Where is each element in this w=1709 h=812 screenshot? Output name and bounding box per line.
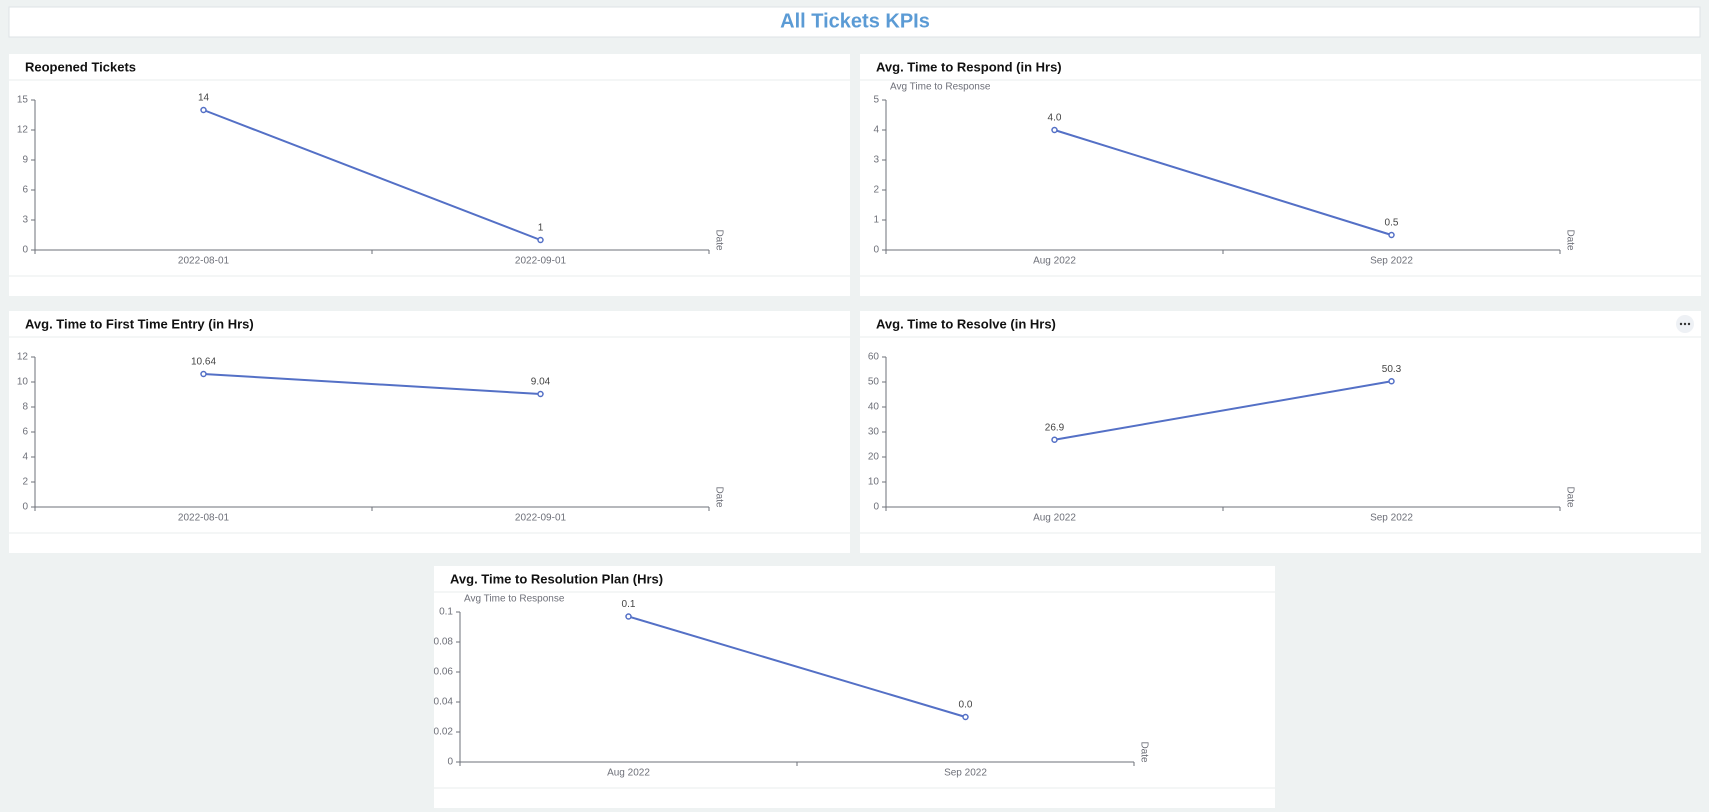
- point: [200, 370, 207, 378]
- card-title: Avg. Time to Respond (in Hrs): [876, 59, 1062, 74]
- more-dot: [1683, 322, 1687, 326]
- point: [1051, 126, 1058, 134]
- y-tick-label: 6: [22, 185, 28, 196]
- y-tick-label: 0: [22, 502, 28, 513]
- y-tick-label: 1: [873, 215, 879, 226]
- more-dot: [1679, 322, 1683, 326]
- y-axis-name: Avg Time to Response: [890, 82, 991, 93]
- x-tick-label: Sep 2022: [1370, 513, 1413, 524]
- y-tick-label: 0: [447, 757, 453, 768]
- x-tick-label: Aug 2022: [1033, 256, 1076, 267]
- data-label: 0.0: [959, 700, 973, 711]
- y-tick-label: 15: [17, 95, 29, 106]
- card: [9, 311, 850, 553]
- data-label: 0.5: [1385, 218, 1399, 229]
- y-tick-label: 12: [17, 352, 29, 363]
- data-label: 10.64: [191, 357, 216, 368]
- x-tick-label: Aug 2022: [1033, 513, 1076, 524]
- y-tick-label: 0.08: [434, 637, 454, 648]
- y-tick-label: 2: [873, 185, 879, 196]
- y-tick-label: 5: [873, 95, 879, 106]
- y-tick-label: 0.06: [434, 667, 454, 678]
- line: [628, 615, 966, 718]
- card: [9, 54, 850, 296]
- card: [860, 54, 1701, 296]
- y-tick-label: 9: [22, 155, 28, 166]
- x-tick-label: 2022-09-01: [515, 256, 567, 267]
- card-title: Reopened Tickets: [25, 59, 136, 74]
- y-tick-label: 50: [868, 377, 880, 388]
- card: [434, 566, 1275, 808]
- y-tick-label: 0: [873, 502, 879, 513]
- x-axis-name: Date: [713, 229, 724, 251]
- y-tick-label: 8: [22, 402, 28, 413]
- point: [962, 713, 969, 721]
- line: [203, 373, 541, 395]
- y-tick-label: 30: [868, 427, 880, 438]
- point: [625, 613, 632, 620]
- y-tick-label: 2: [22, 477, 28, 488]
- y-tick-label: 3: [22, 215, 28, 226]
- y-tick-label: 0: [873, 245, 879, 256]
- y-tick-label: 12: [17, 125, 29, 136]
- x-tick-label: Sep 2022: [1370, 256, 1413, 267]
- point: [537, 390, 544, 398]
- y-tick-label: 4: [22, 452, 28, 463]
- x-tick-label: 2022-08-01: [178, 513, 230, 524]
- y-tick-label: 6: [22, 427, 28, 438]
- x-tick-label: Aug 2022: [607, 768, 650, 779]
- y-tick-label: 10: [868, 477, 880, 488]
- point: [1388, 378, 1395, 385]
- point: [1051, 436, 1058, 443]
- x-axis-name: Date: [1564, 486, 1575, 508]
- data-label: 1: [538, 223, 544, 234]
- x-tick-label: 2022-09-01: [515, 513, 567, 524]
- y-tick-label: 0: [22, 245, 28, 256]
- x-tick-label: 2022-08-01: [178, 256, 230, 267]
- card-title: Avg. Time to First Time Entry (in Hrs): [25, 316, 254, 331]
- data-label: 26.9: [1045, 422, 1065, 433]
- card-title: Avg. Time to Resolution Plan (Hrs): [450, 571, 663, 586]
- y-tick-label: 60: [868, 352, 880, 363]
- data-label: 9.04: [531, 377, 551, 388]
- line: [1054, 380, 1392, 441]
- x-tick-label: Sep 2022: [944, 768, 987, 779]
- line: [1054, 129, 1392, 236]
- y-tick-label: 0.02: [434, 727, 454, 738]
- header-bar: [8, 6, 1701, 38]
- y-tick-label: 0.04: [434, 697, 454, 708]
- page-title: All Tickets KPIs: [780, 10, 930, 32]
- point: [200, 106, 207, 114]
- y-tick-label: 40: [868, 402, 880, 413]
- y-tick-label: 3: [873, 155, 879, 166]
- data-label: 4.0: [1048, 113, 1062, 124]
- y-tick-label: 20: [868, 452, 880, 463]
- data-label: 14: [198, 93, 210, 104]
- point: [1388, 231, 1395, 239]
- y-tick-label: 0.1: [439, 607, 453, 618]
- y-tick-label: 4: [873, 125, 879, 136]
- more-dot: [1687, 322, 1691, 326]
- x-axis-name: Date: [1138, 741, 1149, 763]
- card: [860, 311, 1701, 553]
- x-axis-name: Date: [713, 486, 724, 508]
- y-axis-name: Avg Time to Response: [464, 594, 565, 605]
- x-axis-name: Date: [1564, 229, 1575, 251]
- y-tick-label: 10: [17, 377, 29, 388]
- data-label: 0.1: [622, 599, 636, 610]
- data-label: 50.3: [1382, 364, 1402, 375]
- point: [537, 236, 544, 244]
- line: [203, 109, 541, 241]
- card-title: Avg. Time to Resolve (in Hrs): [876, 316, 1056, 331]
